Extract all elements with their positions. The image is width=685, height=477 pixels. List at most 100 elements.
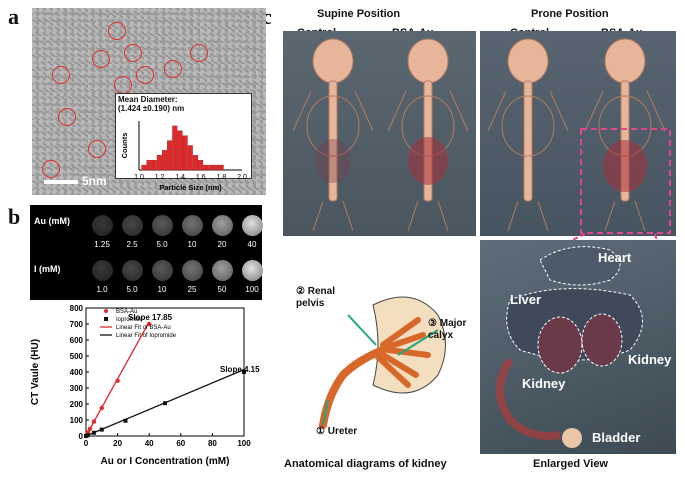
label-renal-pelvis: ② Renal pelvis (296, 286, 335, 309)
ct-ytick: 700 (70, 320, 84, 329)
histogram-bar (213, 164, 219, 171)
ct-xtick: 20 (113, 439, 122, 448)
scale-bar (44, 180, 78, 184)
vial-label: 5.0 (156, 240, 168, 249)
vial-label: 25 (187, 285, 197, 294)
histogram-xtick: 1.4 (175, 174, 185, 181)
vial-label: 10 (187, 240, 197, 249)
histogram-title-line2: (1.424 ±0.190) nm (118, 104, 185, 113)
panel-label-b: b (8, 204, 21, 229)
phantom-vial (152, 260, 173, 281)
phantom-vial (212, 260, 233, 281)
histogram-ylabel: Counts (120, 133, 129, 159)
ct-point-iopromide (85, 433, 90, 438)
ct-ytick: 600 (70, 336, 84, 345)
ct-legend-label: Linear Fit of Iopromide (116, 333, 177, 339)
phantom-vial (92, 260, 113, 281)
histogram-xtick: 1.6 (196, 174, 206, 181)
ct-ylabel: CT Vaule (HU) (30, 339, 41, 405)
histogram-bar (156, 155, 162, 171)
ct-legend-marker (104, 309, 108, 313)
histogram-xtick: 1.0 (134, 174, 144, 181)
histogram-chart: 1.0 1.2 1.4 1.6 1.8 2.0 Particle Size (nm) Coun… (120, 121, 247, 192)
vial-row2-label: I (mM) (34, 264, 61, 274)
histogram-bar (146, 159, 152, 171)
histogram-bar (198, 159, 204, 171)
vial-label: 1.0 (96, 285, 108, 294)
histogram-bar (161, 150, 168, 171)
label-major-calyx: ③ Major calyx (428, 318, 467, 341)
ct-ytick: 0 (79, 432, 84, 441)
ct-phantom-strip: Au (mM) I (mM) 1.25 2.5 5.0 10 20 40 1.0 5.0 10 2… (30, 205, 263, 300)
histogram-xtick: 1.2 (155, 174, 165, 181)
ct-ytick: 400 (70, 368, 84, 377)
histogram-title: Mean Diameter: (1.424 ±0.190) nm (118, 95, 184, 113)
vial-label: 5.0 (126, 285, 138, 294)
ct-point-iopromide (123, 418, 128, 423)
kidney-diagram-caption: Anatomical diagrams of kidney (284, 458, 447, 470)
ct-ytick: 300 (70, 384, 84, 393)
phantom-vial (152, 215, 173, 236)
ct-ytick: 100 (70, 416, 84, 425)
enlarged-caption: Enlarged View (533, 458, 608, 470)
scale-label: 5nm (82, 174, 107, 188)
phantom-vial (122, 215, 143, 236)
histogram-bar (203, 164, 209, 171)
ct-prone-image (480, 31, 676, 236)
ct-ytick: 800 (70, 304, 84, 313)
ct-point-iopromide (99, 427, 104, 432)
organ-heart: Heart (598, 250, 632, 265)
ct-slope1: Slope 17.85 (128, 313, 173, 322)
phantom-vial (182, 215, 203, 236)
ct-xtick: 80 (208, 439, 217, 448)
histogram-xlabel: Particle Size (nm) (159, 183, 222, 192)
phantom-vial (242, 215, 263, 236)
enlarged-view-image: Heart Liver Kidney Kidney Bladder (480, 240, 676, 454)
ct-point-bsa (99, 405, 105, 411)
ct-xtick: 100 (237, 439, 251, 448)
vial-label: 2.5 (126, 240, 138, 249)
histogram-bar (151, 159, 157, 171)
panel-label-c: c (262, 4, 272, 29)
ct-supine-image (283, 31, 476, 236)
histogram-bar (192, 155, 198, 171)
phantom-vial (242, 260, 263, 281)
phantom-vial (92, 215, 113, 236)
histogram-bar (218, 164, 224, 171)
ct-legend-label: BSA-Au (116, 309, 137, 315)
ct-point-iopromide (242, 370, 246, 374)
ct-xtick: 40 (145, 439, 154, 448)
ct-point-bsa (147, 321, 152, 327)
vial-label: 40 (247, 240, 257, 249)
organ-kidney-left: Kidney (522, 376, 566, 391)
supine-title: Supine Position (317, 8, 401, 20)
histogram-title-line1: Mean Diameter: (118, 95, 178, 104)
ct-xtick: 60 (176, 439, 185, 448)
ct-point-bsa (115, 378, 120, 383)
prone-title: Prone Position (531, 8, 609, 20)
panel-label-a: a (8, 4, 19, 29)
vial-label: 1.25 (94, 240, 110, 249)
ct-legend-label: Iopromide (116, 317, 143, 323)
ct-point-iopromide (91, 430, 96, 435)
histogram-xtick: 1.8 (217, 174, 227, 181)
ct-point-iopromide (163, 401, 167, 406)
histogram-bar (172, 125, 178, 171)
ct-value-chart: 0 100 200 300 400 500 600 700 800 0 20 40 60 80 100 Slo… (30, 304, 260, 467)
phantom-vial (182, 260, 203, 281)
vial-row1-label: Au (mM) (34, 216, 70, 226)
histogram-bar (182, 135, 188, 171)
histogram-bar (187, 145, 193, 171)
organ-kidney-right: Kidney (628, 352, 672, 367)
ct-point-bsa (91, 419, 97, 424)
histogram-bar (141, 164, 147, 171)
vial-label: 20 (217, 240, 227, 249)
vial-label: 50 (217, 285, 227, 294)
histogram-bar (208, 164, 214, 171)
histogram-xtick: 2.0 (237, 174, 247, 181)
phantom-vial (212, 215, 233, 236)
histogram-bar (177, 130, 183, 171)
ct-xlabel: Au or I Concentration (mM) (101, 456, 230, 467)
ct-slope2: Slope 4.15 (220, 365, 260, 374)
ct-legend-marker (104, 317, 108, 321)
